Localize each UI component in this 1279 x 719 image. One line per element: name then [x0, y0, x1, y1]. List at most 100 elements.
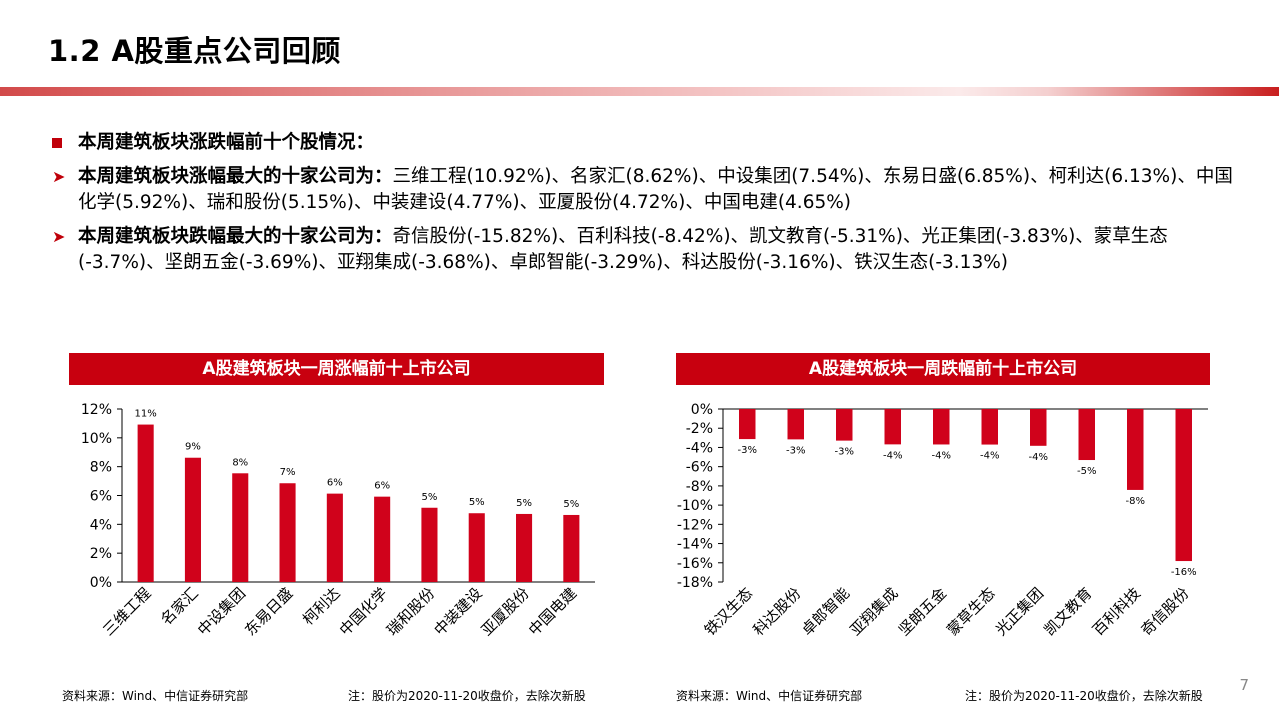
losers-text: 奇信股份(-15.82%)、百利科技(-8.42%)、凯文教育(-5.31%)、… [78, 226, 1168, 273]
data-label: -5% [1077, 466, 1096, 477]
category-label: 凯文教育 [1040, 584, 1095, 639]
bar [468, 513, 485, 582]
bar [933, 409, 950, 445]
gainers-item: ➤ 本周建筑板块涨幅最大的十家公司为：三维工程(10.92%)、名家汇(8.62… [48, 164, 1248, 216]
data-label: -4% [1029, 452, 1048, 463]
summary-heading: 本周建筑板块涨跌幅前十个股情况： [48, 130, 1248, 156]
category-label: 中设集团 [194, 584, 249, 639]
data-label: -4% [932, 450, 951, 461]
data-label: 5% [469, 497, 485, 508]
category-label: 亚翔集成 [846, 584, 901, 639]
losers-item: ➤ 本周建筑板块跌幅最大的十家公司为：奇信股份(-15.82%)、百利科技(-8… [48, 224, 1248, 276]
arrow-bullet-icon: ➤ [52, 167, 66, 186]
data-label: -4% [883, 450, 902, 461]
data-label: 7% [280, 467, 296, 478]
category-label: 科达股份 [749, 584, 804, 639]
data-label: 6% [327, 478, 343, 489]
summary-heading-text: 本周建筑板块涨跌幅前十个股情况： [78, 132, 375, 153]
bar [1127, 409, 1144, 490]
y-tick-label: -10% [677, 498, 713, 514]
y-tick-label: 10% [81, 431, 112, 447]
y-tick-label: -16% [677, 556, 713, 572]
summary-bullets: 本周建筑板块涨跌幅前十个股情况： ➤ 本周建筑板块涨幅最大的十家公司为：三维工程… [48, 130, 1248, 284]
y-tick-label: -18% [677, 575, 713, 591]
data-label: 11% [135, 409, 157, 420]
category-label: 百利科技 [1089, 584, 1144, 639]
bar [1078, 409, 1095, 461]
losers-chart-source: 资料来源：Wind、中信证券研究部 [676, 689, 863, 703]
data-label: 9% [185, 442, 201, 453]
y-tick-label: 2% [90, 546, 112, 562]
title-rule [0, 87, 1279, 96]
square-bullet-icon [52, 138, 62, 148]
page-title: 1.2 A股重点公司回顾 [48, 34, 341, 68]
bar [326, 493, 343, 582]
data-label: 5% [422, 492, 438, 503]
y-tick-label: 12% [81, 402, 112, 418]
gainers-chart-title: A股建筑板块一周涨幅前十上市公司 [69, 353, 604, 385]
bar [232, 473, 249, 582]
data-label: 5% [516, 498, 532, 509]
y-tick-label: -6% [686, 460, 713, 476]
gainers-chart-source: 资料来源：Wind、中信证券研究部 [62, 689, 249, 703]
category-label: 中装建设 [430, 584, 485, 639]
data-label: -3% [738, 445, 757, 456]
bar [1030, 409, 1047, 446]
category-label: 亚厦股份 [478, 584, 533, 639]
data-label: 8% [232, 457, 248, 468]
y-tick-label: -14% [677, 537, 713, 553]
page-number: 7 [1239, 676, 1249, 694]
data-label: -8% [1126, 496, 1145, 507]
bar [279, 483, 296, 582]
y-tick-label: -2% [686, 421, 713, 437]
data-label: -3% [786, 445, 805, 456]
category-label: 蒙草生态 [943, 584, 998, 639]
category-label: 中国电建 [525, 584, 580, 639]
y-tick-label: 6% [90, 489, 112, 505]
gainers-chart-note: 注：股价为2020-11-20收盘价，去除次新股 [348, 689, 586, 703]
bar [836, 409, 853, 441]
bar [787, 409, 804, 440]
bar [421, 507, 438, 582]
category-label: 卓郎智能 [798, 584, 853, 639]
category-label: 三维工程 [99, 584, 154, 639]
category-label: 瑞和股份 [383, 584, 438, 639]
y-tick-label: 0% [90, 575, 112, 591]
bar [1175, 409, 1192, 562]
bar [563, 514, 580, 582]
data-label: -16% [1171, 567, 1197, 578]
y-tick-label: -12% [677, 517, 713, 533]
data-label: -3% [835, 447, 854, 458]
category-label: 铁汉生态 [701, 584, 756, 639]
bar [137, 424, 154, 582]
y-tick-label: -4% [686, 440, 713, 456]
bar [374, 496, 391, 582]
category-label: 光正集团 [992, 584, 1047, 639]
category-label: 柯利达 [299, 584, 344, 629]
category-label: 名家汇 [157, 584, 202, 629]
losers-chart-note: 注：股价为2020-11-20收盘价，去除次新股 [965, 689, 1203, 703]
category-label: 坚朗五金 [895, 584, 950, 639]
y-tick-label: 8% [90, 460, 112, 476]
losers-chart: 0% -2% -4% -6% -8% -10% -12% -14% -16% -18% -3% 铁汉生… [677, 402, 1208, 639]
y-tick-label: 0% [691, 402, 713, 418]
y-tick-label: -8% [686, 479, 713, 495]
bar [516, 513, 533, 582]
bar [884, 409, 901, 445]
gainers-chart: 12% 10% 8% 6% 4% 2% 0% 11% 三维工程 9% 名家汇 8% 中设集团 7% 东易日盛… [81, 402, 595, 639]
data-label: -4% [980, 451, 999, 462]
data-label: 5% [563, 499, 579, 510]
category-label: 东易日盛 [241, 584, 296, 639]
data-label: 6% [374, 481, 390, 492]
arrow-bullet-icon: ➤ [52, 227, 66, 246]
gainers-lead: 本周建筑板块涨幅最大的十家公司为： [78, 166, 393, 187]
losers-lead: 本周建筑板块跌幅最大的十家公司为： [78, 226, 393, 247]
losers-chart-title: A股建筑板块一周跌幅前十上市公司 [676, 353, 1210, 385]
bar [981, 409, 998, 445]
bar [739, 409, 756, 440]
category-label: 中国化学 [336, 584, 391, 639]
gainers-text: 三维工程(10.92%)、名家汇(8.62%)、中设集团(7.54%)、东易日盛… [78, 166, 1233, 213]
bar [184, 457, 201, 582]
y-tick-label: 4% [90, 517, 112, 533]
category-label: 奇信股份 [1137, 584, 1192, 639]
